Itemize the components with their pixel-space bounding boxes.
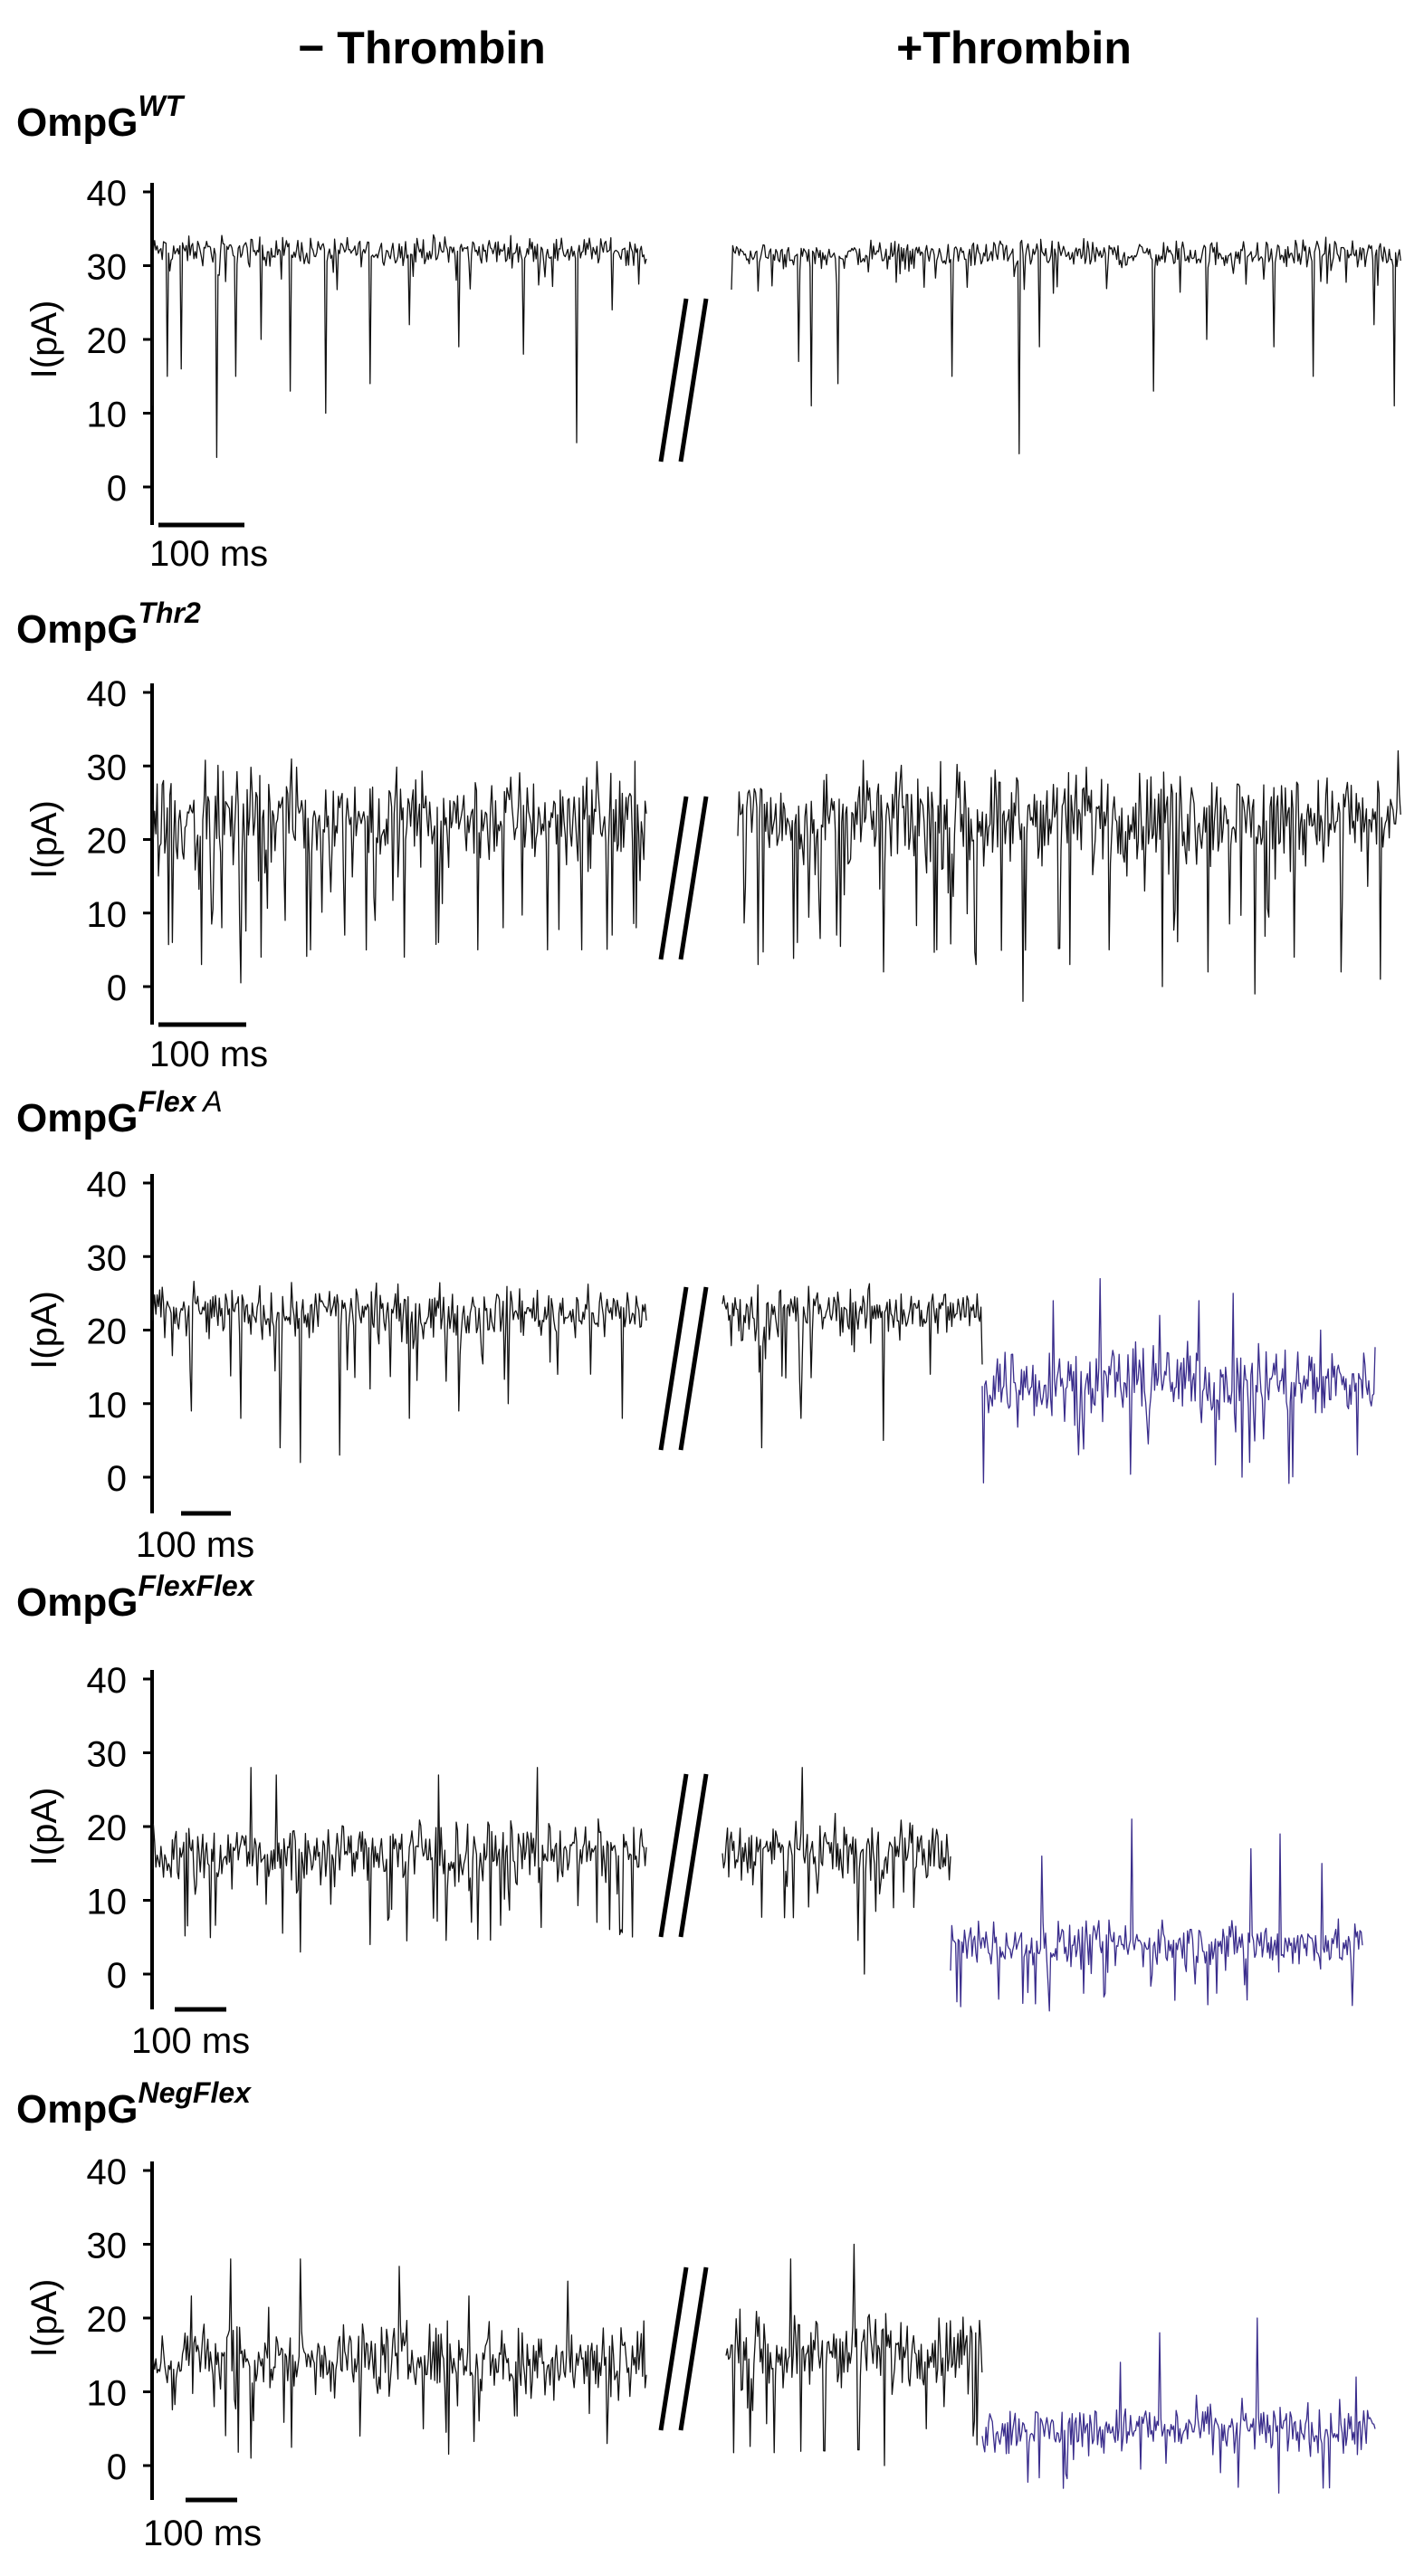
panel-title-superscript: NegFlex xyxy=(138,2076,252,2109)
y-tick-label: 40 xyxy=(87,674,128,714)
panel-title-base: OmpG xyxy=(16,607,138,652)
header-minus-thrombin: − Thrombin xyxy=(298,23,546,73)
y-tick-label: 0 xyxy=(107,968,127,1008)
y-tick-label: 0 xyxy=(107,1956,127,1996)
y-axis-label: I(pA) xyxy=(24,1291,64,1369)
y-axis-label: I(pA) xyxy=(24,1788,64,1866)
current-trace-cleaved xyxy=(950,1818,1363,2012)
current-trace-minus xyxy=(151,1767,647,1953)
y-axis-label: I(pA) xyxy=(24,301,64,379)
y-tick-label: 20 xyxy=(87,1808,128,1848)
y-tick-label: 10 xyxy=(87,396,128,435)
y-tick-label: 0 xyxy=(107,1459,127,1499)
panel-title-superscript-2: A xyxy=(196,1085,222,1118)
y-tick-label: 10 xyxy=(87,895,128,935)
y-tick-label: 30 xyxy=(87,1735,128,1775)
scale-bar-label: 100 ms xyxy=(149,1035,268,1074)
panel-title-base: OmpG xyxy=(16,2087,138,2132)
axis-break-mark xyxy=(678,1773,709,1938)
axis-break-mark xyxy=(658,796,689,960)
y-tick-label: 10 xyxy=(87,1386,128,1426)
y-tick-label: 20 xyxy=(87,1312,128,1352)
y-tick-label: 40 xyxy=(87,1661,128,1701)
panel-title-base: OmpG xyxy=(16,1580,138,1625)
y-tick-label: 30 xyxy=(87,1238,128,1278)
panel-title-base: OmpG xyxy=(16,100,138,145)
axis-break-mark xyxy=(658,298,689,463)
panel-title: OmpGFlexFlex xyxy=(16,1569,255,1625)
axis-break-mark xyxy=(678,298,709,463)
axis-break-mark xyxy=(658,1286,689,1451)
current-trace-plus xyxy=(731,236,1401,454)
y-tick-label: 0 xyxy=(107,469,127,509)
axis-break-mark xyxy=(658,2266,689,2431)
y-tick-label: 20 xyxy=(87,2300,128,2340)
y-tick-label: 40 xyxy=(87,174,128,214)
axis-break-mark xyxy=(678,796,709,960)
y-tick-label: 40 xyxy=(87,2152,128,2192)
panel-title-superscript: Thr2 xyxy=(138,596,201,629)
panel-title: OmpGNegFlex xyxy=(16,2076,252,2132)
panel-title-superscript: Flex xyxy=(138,1085,196,1118)
y-axis-label: I(pA) xyxy=(24,800,64,879)
current-trace-cleaved xyxy=(981,2317,1376,2495)
panel-title: OmpGFlex A xyxy=(16,1085,223,1140)
panel-title-superscript: FlexFlex xyxy=(138,1569,254,1602)
panel-title: OmpGThr2 xyxy=(16,596,201,652)
current-trace-minus xyxy=(151,758,647,984)
header-plus-thrombin: +Thrombin xyxy=(896,23,1132,73)
current-trace-minus xyxy=(151,1280,647,1464)
y-tick-label: 10 xyxy=(87,2374,128,2414)
y-tick-label: 0 xyxy=(107,2447,127,2487)
scale-bar-label: 100 ms xyxy=(143,2514,262,2553)
scale-bar-label: 100 ms xyxy=(136,1525,254,1565)
y-tick-label: 20 xyxy=(87,822,128,862)
y-tick-label: 10 xyxy=(87,1883,128,1922)
axis-break-mark xyxy=(678,1286,709,1451)
y-tick-label: 30 xyxy=(87,748,128,787)
panel-title-superscript: WT xyxy=(138,90,185,122)
panel-title-base: OmpG xyxy=(16,1096,138,1140)
y-tick-label: 40 xyxy=(87,1165,128,1205)
axis-break-mark xyxy=(658,1773,689,1938)
axis-break-mark xyxy=(678,2266,709,2431)
scale-bar-label: 100 ms xyxy=(131,2021,250,2061)
y-tick-label: 20 xyxy=(87,321,128,361)
y-tick-label: 30 xyxy=(87,2227,128,2266)
current-trace-cleaved xyxy=(981,1277,1376,1484)
scale-bar-label: 100 ms xyxy=(149,534,268,574)
panel-title: OmpGWT xyxy=(16,90,186,145)
current-trace-plus xyxy=(722,1283,983,1449)
current-trace-minus xyxy=(151,2258,647,2459)
y-axis-label: I(pA) xyxy=(24,2279,64,2358)
current-trace-plus xyxy=(725,2243,983,2466)
current-trace-plus xyxy=(722,1767,951,1975)
current-trace-plus xyxy=(737,749,1401,1002)
current-trace-minus xyxy=(151,234,647,459)
y-tick-label: 30 xyxy=(87,248,128,288)
